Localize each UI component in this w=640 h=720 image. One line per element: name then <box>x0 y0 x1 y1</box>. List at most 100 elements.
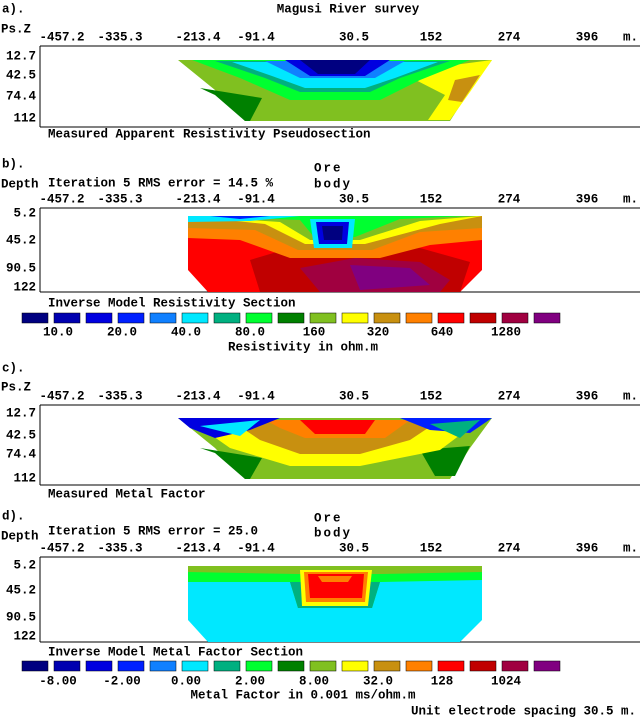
x-axis-label: -91.4 <box>237 541 275 555</box>
x-axis-label: 396 <box>576 541 599 555</box>
section-caption: Measured Metal Factor <box>48 487 206 501</box>
legend-swatch <box>341 312 369 324</box>
legend-label: -2.00 <box>103 674 141 688</box>
x-axis-label: 274 <box>498 30 521 44</box>
legend-swatch <box>53 312 81 324</box>
contour <box>350 265 430 290</box>
annotation: Ore <box>314 511 343 525</box>
figure-title: Magusi River survey <box>277 2 420 16</box>
legend-swatch <box>309 660 337 672</box>
depth-label: 45.2 <box>6 583 36 597</box>
x-axis-unit: m. <box>623 541 638 555</box>
x-axis-label: -213.4 <box>175 541 221 555</box>
legend-swatch <box>85 660 113 672</box>
legend-label: 40.0 <box>171 325 201 339</box>
legend-swatch <box>501 660 529 672</box>
contour <box>300 60 370 74</box>
section-caption: Measured Apparent Resistivity Pseudosect… <box>48 127 371 141</box>
legend-swatch <box>405 312 433 324</box>
x-axis-label: -213.4 <box>175 30 221 44</box>
x-axis-label: -213.4 <box>175 389 221 403</box>
contour <box>420 446 470 476</box>
depth-label: 42.5 <box>6 428 36 442</box>
legend-swatch <box>533 660 561 672</box>
legend-swatch <box>245 660 273 672</box>
x-axis-label: 152 <box>420 30 443 44</box>
x-axis-label: -335.3 <box>97 192 142 206</box>
depth-axis-label: Depth <box>1 177 39 191</box>
legend-swatch <box>277 312 305 324</box>
panel-label: d). <box>2 509 25 523</box>
x-axis-label: -457.2 <box>39 30 84 44</box>
x-axis-unit: m. <box>623 192 638 206</box>
depth-label: 5.2 <box>13 206 36 220</box>
depth-label: 12.7 <box>6 49 36 63</box>
depth-label: 90.5 <box>6 261 36 275</box>
legend-label: 8.00 <box>299 674 329 688</box>
contour <box>210 216 270 219</box>
x-axis-label: 152 <box>420 192 443 206</box>
legend-label: 10.0 <box>43 325 73 339</box>
legend-label: 80.0 <box>235 325 265 339</box>
contour <box>200 448 262 479</box>
x-axis-unit: m. <box>623 389 638 403</box>
depth-axis-label: Ps.Z <box>1 380 31 394</box>
depth-label: 122 <box>13 280 36 294</box>
legend-swatch <box>405 660 433 672</box>
iteration-text: Iteration 5 RMS error = 14.5 % <box>48 176 274 190</box>
legend-label: 0.00 <box>171 674 201 688</box>
x-axis-label: 152 <box>420 541 443 555</box>
x-axis-label: -213.4 <box>175 192 221 206</box>
x-axis-label: -457.2 <box>39 389 84 403</box>
legend-label: 1280 <box>491 325 521 339</box>
x-axis-label: 396 <box>576 389 599 403</box>
x-axis-label: -457.2 <box>39 541 84 555</box>
depth-label: 45.2 <box>6 233 36 247</box>
x-axis-label: -335.3 <box>97 30 142 44</box>
panel-label: a). <box>2 2 25 16</box>
legend-swatch <box>181 312 209 324</box>
legend-swatch <box>533 312 561 324</box>
depth-label: 5.2 <box>13 558 36 572</box>
x-axis-label: -91.4 <box>237 389 275 403</box>
contour <box>430 420 480 438</box>
legend-caption: Metal Factor in 0.001 ms/ohm.m <box>190 688 416 702</box>
depth-axis-label: Depth <box>1 529 39 543</box>
iteration-text: Iteration 5 RMS error = 25.0 <box>48 524 258 538</box>
x-axis-label: 274 <box>498 192 521 206</box>
annotation: body <box>314 526 352 540</box>
legend-swatch <box>501 312 529 324</box>
contour <box>318 576 352 582</box>
legend-caption: Resistivity in ohm.m <box>228 340 379 354</box>
x-axis-label: 30.5 <box>339 192 369 206</box>
x-axis-label: 274 <box>498 541 521 555</box>
panel-label: c). <box>2 361 25 375</box>
legend-swatch <box>21 312 49 324</box>
legend-swatch <box>213 312 241 324</box>
legend-swatch <box>373 660 401 672</box>
depth-label: 90.5 <box>6 610 36 624</box>
section-caption: Inverse Model Resistivity Section <box>48 296 296 310</box>
legend-swatch <box>437 312 465 324</box>
footer: Unit electrode spacing 30.5 m. <box>411 704 636 718</box>
x-axis-unit: m. <box>623 30 638 44</box>
depth-label: 74.4 <box>6 447 37 461</box>
contour <box>200 88 262 121</box>
legend-swatch <box>341 660 369 672</box>
legend-swatch <box>149 312 177 324</box>
legend-swatch <box>469 660 497 672</box>
legend-swatch <box>213 660 241 672</box>
annotation: body <box>314 177 352 191</box>
section-caption: Inverse Model Metal Factor Section <box>48 645 303 659</box>
legend-label: 128 <box>431 674 454 688</box>
legend-label: 320 <box>367 325 390 339</box>
legend-swatch <box>85 312 113 324</box>
contour <box>200 420 260 436</box>
x-axis-label: 274 <box>498 389 521 403</box>
legend-swatch <box>245 312 273 324</box>
legend-swatch <box>469 312 497 324</box>
x-axis-label: -335.3 <box>97 541 142 555</box>
depth-label: 112 <box>13 111 36 125</box>
x-axis-label: -335.3 <box>97 389 142 403</box>
contour <box>300 420 375 434</box>
